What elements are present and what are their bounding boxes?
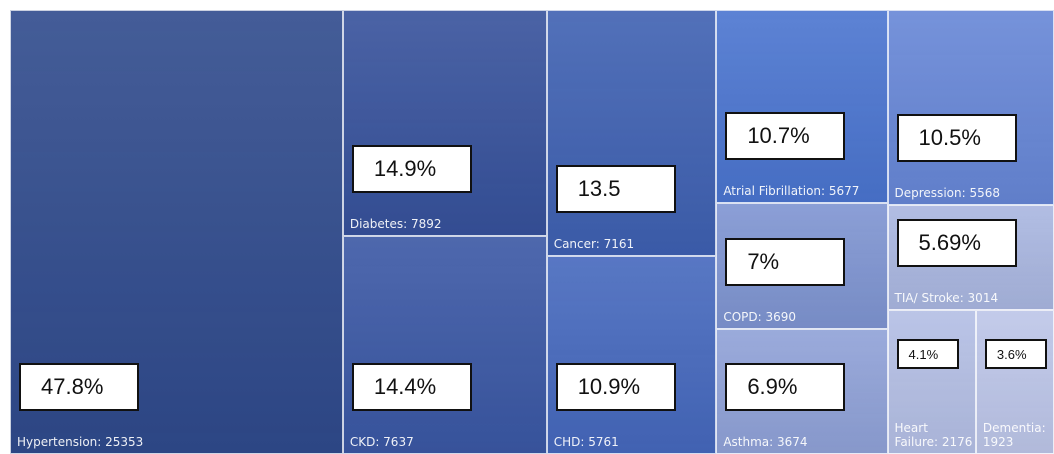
treemap-cell: Dementia: 1923 3.6% (975, 310, 1054, 454)
treemap: Hypertension: 25353 47.8% Diabetes: 7892 14… (10, 10, 1054, 454)
treemap-cell: COPD: 3690 7% (716, 203, 888, 329)
treemap-cell: Atrial Fibrillation: 5677 10.7% (716, 10, 888, 204)
cell-label: Heart Failure: 2176 (894, 420, 973, 449)
callout-box: 10.9% (555, 362, 676, 411)
treemap-cell: CHD: 5761 10.9% (546, 256, 717, 454)
callout-box: 47.8% (19, 363, 139, 411)
callout-box: 10.5% (896, 113, 1017, 162)
cell-label: TIA/ Stroke: 3014 (894, 291, 999, 306)
cell-label: Depression: 5568 (894, 185, 1000, 200)
treemap-cell: Hypertension: 25353 47.8% (10, 10, 343, 454)
treemap-cell: Depression: 5568 10.5% (887, 10, 1054, 205)
callout-box: 3.6% (984, 339, 1047, 370)
treemap-cell: Diabetes: 7892 14.9% (342, 10, 547, 236)
callout-box: 7% (725, 237, 846, 286)
cell-label: Diabetes: 7892 (349, 216, 442, 231)
callout-box: 4.1% (896, 339, 959, 370)
treemap-cell: CKD: 7637 14.4% (342, 235, 547, 454)
cell-label: COPD: 3690 (723, 309, 797, 324)
callout-box: 10.7% (725, 112, 846, 161)
treemap-cell: TIA/ Stroke: 3014 5.69% (887, 204, 1054, 311)
cell-label: CHD: 5761 (553, 434, 619, 449)
treemap-cell: Asthma: 3674 6.9% (716, 328, 888, 454)
cell-label: Cancer: 7161 (553, 237, 635, 252)
callout-box: 14.4% (351, 362, 472, 411)
cell-label: Atrial Fibrillation: 5677 (723, 184, 860, 199)
cell-label: Dementia: 1923 (982, 420, 1046, 449)
callout-box: 13.5 (555, 165, 676, 214)
cell-label: CKD: 7637 (349, 434, 414, 449)
callout-box: 5.69% (896, 219, 1017, 268)
callout-box: 6.9% (725, 362, 846, 411)
cell-label: Asthma: 3674 (723, 434, 808, 449)
treemap-cell: Cancer: 7161 13.5 (546, 10, 717, 257)
callout-box: 14.9% (351, 144, 472, 193)
cell-label: Hypertension: 25353 (17, 435, 144, 449)
treemap-cell: Heart Failure: 2176 4.1% (887, 310, 976, 454)
